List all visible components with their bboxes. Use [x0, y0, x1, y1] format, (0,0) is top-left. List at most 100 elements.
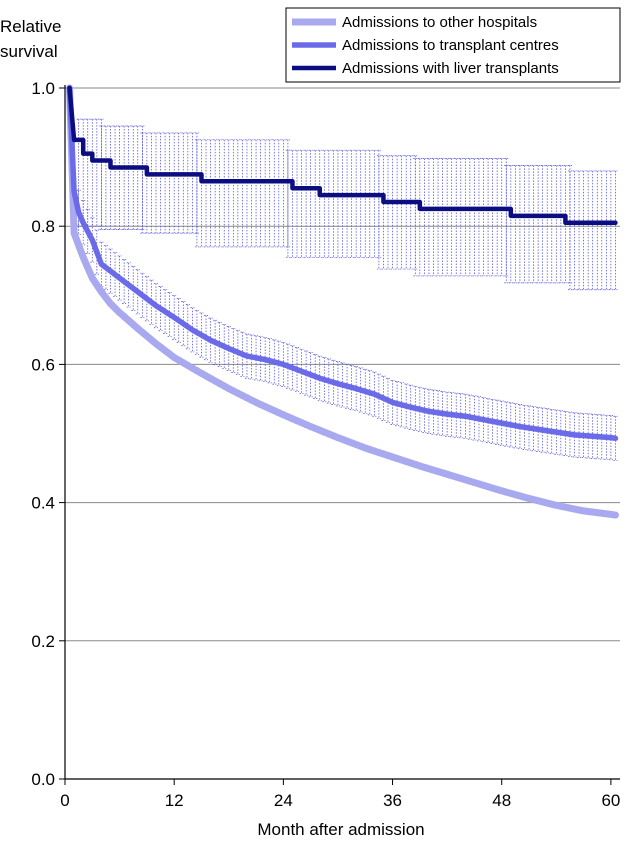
- ci-bar-s2-30: [199, 139, 204, 248]
- ci-bar-s2-118: [577, 170, 582, 291]
- ci-bar-s2-97: [490, 158, 495, 277]
- ci-bar-s2-25: [181, 132, 186, 234]
- ci-bar-s2-95: [481, 158, 486, 277]
- ci-bar-s2-101: [504, 165, 509, 284]
- y-tick-label-0: 0.0: [31, 770, 55, 789]
- ci-bar-s2-58: [322, 149, 327, 258]
- ci-bar-s2-126: [613, 170, 618, 291]
- ci-bar-s2-50: [285, 149, 290, 258]
- ci-bar-s2-9: [113, 125, 118, 231]
- ci-bar-s2-47: [276, 139, 281, 248]
- y-tick-label-5: 1.0: [31, 79, 55, 98]
- ci-bar-s2-61: [335, 149, 340, 258]
- ci-bar-s2-20: [158, 132, 163, 234]
- ci-bar-s2-96: [486, 158, 491, 277]
- ci-bar-s2-124: [604, 170, 609, 291]
- ci-bar-s2-106: [527, 165, 532, 284]
- ci-bar-s2-105: [522, 165, 527, 284]
- ci-bar-s2-53: [299, 149, 304, 258]
- ci-bar-s2-45: [267, 139, 272, 248]
- ci-bar-s2-80: [413, 158, 418, 277]
- ci-bar-s2-12: [126, 125, 131, 231]
- y-tick-label-3: 0.6: [31, 355, 55, 374]
- error-bars: [76, 118, 618, 519]
- ci-bar-s2-117: [572, 170, 577, 291]
- ci-bar-s2-94: [476, 158, 481, 277]
- series-line-2: [67, 85, 618, 225]
- x-tick-label-5: 60: [601, 791, 620, 810]
- ci-bar-s2-66: [358, 149, 363, 258]
- ci-bar-s2-65: [354, 149, 359, 258]
- ci-bar-s2-32: [208, 139, 213, 248]
- x-tick-label-0: 0: [60, 791, 69, 810]
- ci-bar-s2-54: [304, 149, 309, 258]
- ci-bar-s2-10: [117, 125, 122, 231]
- ci-bar-s2-82: [422, 158, 427, 277]
- x-tick-label-3: 36: [383, 791, 402, 810]
- ci-bar-s2-69: [372, 149, 377, 258]
- ci-bar-s2-16: [140, 132, 145, 234]
- ci-bar-s2-22: [167, 132, 172, 234]
- series-lines: [66, 84, 619, 519]
- ci-bar-s2-3: [90, 118, 95, 227]
- ci-bar-s2-100: [504, 158, 509, 277]
- ci-bar-s2-40: [244, 139, 249, 248]
- ci-bar-s2-104: [517, 165, 522, 284]
- ci-bar-s2-2: [85, 118, 90, 227]
- ci-bar-s2-15: [140, 125, 145, 231]
- ci-bar-s2-68: [367, 149, 372, 258]
- ci-bar-s2-26: [185, 132, 190, 234]
- ci-bar-s2-63: [345, 149, 350, 258]
- ci-bar-s2-75: [395, 155, 400, 270]
- x-axis-title: Month after admission: [257, 820, 424, 839]
- ci-bar-s2-83: [426, 158, 431, 277]
- ci-bar-s2-72: [381, 155, 386, 270]
- ci-bar-s2-99: [499, 158, 504, 277]
- y-axis-title-line2: survival: [0, 42, 58, 61]
- ci-bar-s2-88: [449, 158, 454, 277]
- ci-bar-s2-62: [340, 149, 345, 258]
- x-tick-label-1: 12: [165, 791, 184, 810]
- ci-bar-s2-92: [467, 158, 472, 277]
- ci-bar-s2-116: [567, 170, 572, 291]
- ci-bar-s2-38: [235, 139, 240, 248]
- ci-bar-s2-11: [122, 125, 127, 231]
- y-axis-title-line1: Relative: [0, 17, 61, 36]
- ci-bar-s2-59: [326, 149, 331, 258]
- ci-bar-s2-27: [190, 132, 195, 234]
- ci-bar-s2-42: [254, 139, 259, 248]
- legend-label-2: Admissions with liver transplants: [342, 60, 559, 77]
- ci-bar-s2-17: [144, 132, 149, 234]
- ci-bar-s2-60: [331, 149, 336, 258]
- axes: 0.0 0.2 0.4 0.6 0.8 1.0 0 12 24 36 48 60: [31, 79, 620, 810]
- ci-bar-s2-81: [417, 158, 422, 277]
- y-tick-label-4: 0.8: [31, 217, 55, 236]
- ci-bar-s2-108: [536, 165, 541, 284]
- ci-bar-s2-110: [545, 165, 550, 284]
- ci-bar-s2-7: [103, 125, 108, 231]
- ci-bar-s2-8: [108, 125, 113, 231]
- ci-bar-s2-89: [454, 158, 459, 277]
- y-tick-label-2: 0.4: [31, 494, 55, 513]
- legend-label-0: Admissions to other hospitals: [342, 14, 537, 31]
- ci-bar-s2-71: [376, 155, 381, 270]
- legend-box: [285, 7, 621, 83]
- ci-bar-s2-34: [217, 139, 222, 248]
- ci-bar-s2-1: [81, 118, 86, 227]
- ci-bar-s2-98: [495, 158, 500, 277]
- ci-bar-s2-6: [99, 125, 104, 231]
- ci-bar-s2-73: [385, 155, 390, 270]
- ci-bar-s2-121: [590, 170, 595, 291]
- gridlines: [65, 87, 620, 642]
- ci-bar-s2-91: [463, 158, 468, 277]
- ci-bar-s2-29: [194, 139, 199, 248]
- ci-bar-s2-44: [263, 139, 268, 248]
- ci-bar-s2-46: [272, 139, 277, 248]
- ci-bar-s2-102: [508, 165, 513, 284]
- ci-bar-s2-112: [554, 165, 559, 284]
- ci-bar-s2-43: [258, 139, 263, 248]
- ci-bar-s2-120: [586, 170, 591, 291]
- ci-bar-s2-23: [172, 132, 177, 234]
- x-tick-label-4: 48: [492, 791, 511, 810]
